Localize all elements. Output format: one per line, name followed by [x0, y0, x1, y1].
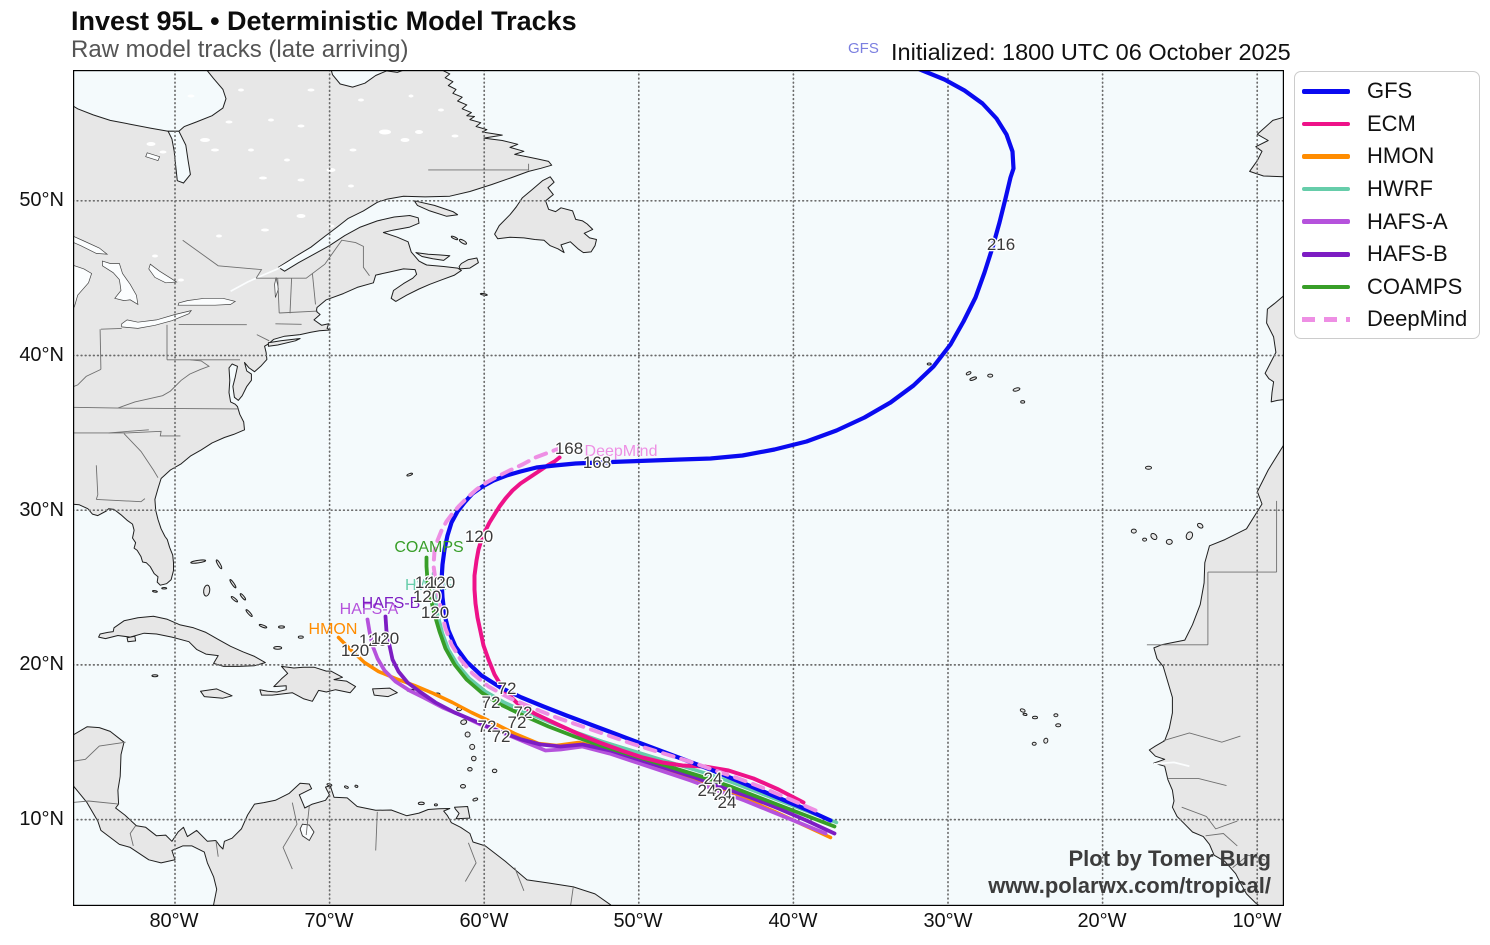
svg-text:24: 24: [717, 793, 736, 812]
svg-text:HWRF: HWRF: [405, 577, 453, 594]
svg-text:HAFS-B: HAFS-B: [361, 595, 420, 612]
svg-text:72: 72: [507, 713, 526, 732]
svg-text:72: 72: [497, 679, 516, 698]
svg-text:168: 168: [554, 439, 582, 458]
svg-text:120: 120: [340, 641, 368, 660]
svg-text:120: 120: [426, 573, 454, 592]
svg-text:72: 72: [481, 693, 500, 712]
svg-text:24: 24: [703, 769, 722, 788]
svg-text:120: 120: [464, 527, 492, 546]
svg-text:HMON: HMON: [308, 621, 357, 638]
svg-text:24: 24: [697, 781, 716, 800]
svg-text:72: 72: [477, 717, 496, 736]
svg-text:HAFS-A: HAFS-A: [339, 601, 398, 618]
svg-text:DeepMind: DeepMind: [584, 443, 657, 460]
svg-text:COAMPS: COAMPS: [394, 539, 463, 556]
svg-text:120: 120: [414, 573, 442, 592]
svg-text:72: 72: [491, 727, 510, 746]
svg-text:24: 24: [713, 785, 732, 804]
svg-text:72: 72: [513, 703, 532, 722]
svg-text:120: 120: [420, 603, 448, 622]
svg-text:120: 120: [370, 629, 398, 648]
svg-text:120: 120: [412, 587, 440, 606]
svg-text:120: 120: [358, 631, 386, 650]
svg-text:216: 216: [986, 235, 1014, 254]
svg-text:168: 168: [582, 453, 610, 472]
